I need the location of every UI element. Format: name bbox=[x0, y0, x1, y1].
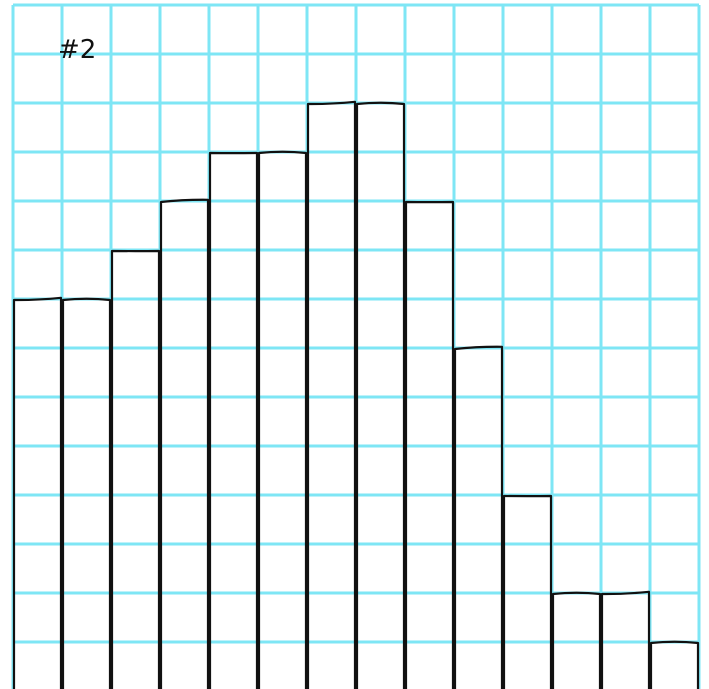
bar-7 bbox=[306, 100, 357, 689]
bar-13 bbox=[600, 590, 651, 689]
bars bbox=[12, 100, 700, 689]
bar-3 bbox=[110, 249, 161, 689]
bar-9 bbox=[404, 200, 455, 689]
bar-1 bbox=[12, 296, 63, 689]
bar-14 bbox=[649, 640, 700, 689]
bar-8 bbox=[355, 101, 406, 689]
bar-4 bbox=[159, 198, 210, 689]
chart-title: #2 bbox=[58, 35, 96, 65]
bar-10 bbox=[453, 345, 504, 689]
bar-5 bbox=[208, 151, 259, 689]
bar-6 bbox=[257, 150, 308, 689]
bar-12 bbox=[551, 591, 602, 689]
bar-11 bbox=[502, 494, 553, 689]
bar-2 bbox=[61, 297, 112, 689]
